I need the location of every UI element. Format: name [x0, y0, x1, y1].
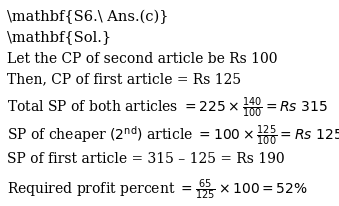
Text: SP of cheaper $(2^{\mathrm{nd}})$ article $= 100 \times \frac{125}{100} = \mathi: SP of cheaper $(2^{\mathrm{nd}})$ articl… [7, 124, 339, 148]
Text: Let the CP of second article be Rs 100: Let the CP of second article be Rs 100 [7, 52, 278, 66]
Text: \mathbf{Sol.}: \mathbf{Sol.} [7, 30, 111, 44]
Text: Total SP of both articles $= 225 \times \frac{140}{100} = \mathit{Rs}\ 315$: Total SP of both articles $= 225 \times … [7, 96, 328, 120]
Text: Required profit percent $= \frac{65}{125} \times 100 = 52\%$: Required profit percent $= \frac{65}{125… [7, 178, 308, 202]
Text: SP of first article = 315 – 125 = Rs 190: SP of first article = 315 – 125 = Rs 190 [7, 152, 285, 166]
Text: \mathbf{S6.\ Ans.(c)}: \mathbf{S6.\ Ans.(c)} [7, 10, 168, 24]
Text: Then, CP of first article = Rs 125: Then, CP of first article = Rs 125 [7, 72, 241, 86]
